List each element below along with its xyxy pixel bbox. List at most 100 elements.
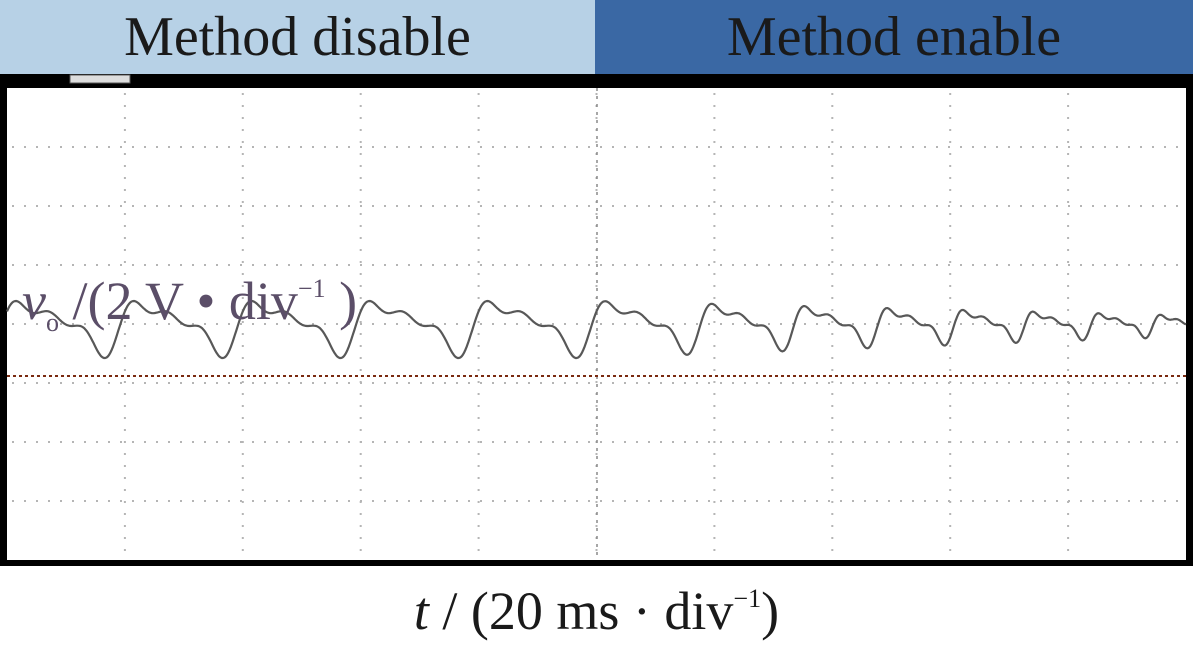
- grid-dot-horizontal: [744, 441, 746, 443]
- grid-dot-vertical: [477, 153, 480, 155]
- grid-dot-horizontal: [528, 264, 530, 266]
- grid-dot-vertical: [831, 105, 834, 107]
- grid-dot-vertical: [595, 381, 598, 383]
- grid-dot-vertical: [241, 429, 244, 431]
- grid-dot-horizontal: [444, 146, 446, 148]
- grid-dot-vertical: [123, 537, 126, 539]
- grid-dot-horizontal: [1104, 500, 1106, 502]
- grid-dot-horizontal: [924, 323, 926, 325]
- grid-dot-horizontal: [1008, 146, 1010, 148]
- grid-dot-horizontal: [792, 382, 794, 384]
- grid-dot-horizontal: [348, 146, 350, 148]
- grid-dot-horizontal: [612, 382, 614, 384]
- grid-dot-horizontal: [972, 441, 974, 443]
- grid-dot-vertical: [241, 513, 244, 515]
- grid-dot-horizontal: [408, 441, 410, 443]
- grid-dot-horizontal: [1056, 382, 1058, 384]
- grid-dot-horizontal: [888, 441, 890, 443]
- grid-dot-horizontal: [564, 441, 566, 443]
- grid-dot-vertical: [477, 453, 480, 455]
- grid-dot-horizontal: [1044, 146, 1046, 148]
- grid-dot-horizontal: [864, 205, 866, 207]
- grid-dot-horizontal: [564, 500, 566, 502]
- grid-dot-vertical: [1067, 309, 1070, 311]
- grid-dot-vertical: [477, 441, 480, 443]
- grid-dot-horizontal: [204, 441, 206, 443]
- grid-dot-horizontal: [240, 500, 242, 502]
- grid-dot-horizontal: [216, 146, 218, 148]
- grid-dot-horizontal: [984, 205, 986, 207]
- grid-dot-horizontal: [192, 264, 194, 266]
- grid-dot-horizontal: [396, 323, 398, 325]
- grid-dot-vertical: [123, 237, 126, 239]
- grid-dot-horizontal: [900, 264, 902, 266]
- grid-dot-vertical: [713, 153, 716, 155]
- grid-dot-vertical: [241, 237, 244, 239]
- grid-dot-horizontal: [888, 500, 890, 502]
- grid-dot-vertical: [713, 345, 716, 347]
- grid-dot-horizontal: [372, 323, 374, 325]
- grid-dot-horizontal: [1080, 500, 1082, 502]
- grid-dot-horizontal: [456, 441, 458, 443]
- grid-dot-vertical: [359, 369, 362, 371]
- grid-dot-vertical: [713, 237, 716, 239]
- grid-dot-horizontal: [192, 500, 194, 502]
- grid-dot-horizontal: [672, 146, 674, 148]
- y-symbol-subscript: o: [45, 308, 59, 337]
- grid-dot-horizontal: [1116, 205, 1118, 207]
- grid-dot-vertical: [241, 189, 244, 191]
- grid-dot-horizontal: [816, 500, 818, 502]
- grid-dot-horizontal: [432, 323, 434, 325]
- grid-dot-vertical: [595, 453, 598, 455]
- grid-dot-horizontal: [972, 264, 974, 266]
- grid-dot-vertical: [477, 417, 480, 419]
- grid-dot-horizontal: [1128, 500, 1130, 502]
- grid-dot-horizontal: [120, 382, 122, 384]
- grid-dot-horizontal: [276, 323, 278, 325]
- grid-dot-horizontal: [1092, 323, 1094, 325]
- grid-dot-horizontal: [264, 500, 266, 502]
- grid-dot-horizontal: [612, 205, 614, 207]
- grid-dot-horizontal: [288, 500, 290, 502]
- grid-dot-horizontal: [828, 500, 830, 502]
- grid-dot-horizontal: [1056, 205, 1058, 207]
- grid-dot-horizontal: [444, 500, 446, 502]
- y-axis-label: vo /(2 V • div−1 ): [22, 270, 357, 338]
- grid-dot-horizontal: [660, 441, 662, 443]
- grid-dot-vertical: [123, 153, 126, 155]
- grid-dot-horizontal: [432, 441, 434, 443]
- grid-dot-horizontal: [612, 264, 614, 266]
- grid-dot-horizontal: [108, 264, 110, 266]
- grid-dot-vertical: [595, 189, 598, 191]
- grid-dot-horizontal: [804, 382, 806, 384]
- grid-dot-horizontal: [324, 323, 326, 325]
- grid-dot-vertical: [831, 345, 834, 347]
- grid-dot-horizontal: [1116, 323, 1118, 325]
- grid-dot-horizontal: [552, 264, 554, 266]
- grid-dot-horizontal: [756, 382, 758, 384]
- grid-dot-horizontal: [168, 205, 170, 207]
- grid-dot-horizontal: [144, 323, 146, 325]
- grid-dot-horizontal: [804, 205, 806, 207]
- grid-dot-horizontal: [552, 205, 554, 207]
- grid-dot-horizontal: [84, 146, 86, 148]
- grid-dot-horizontal: [972, 500, 974, 502]
- grid-dot-vertical: [831, 537, 834, 539]
- grid-dot-horizontal: [648, 382, 650, 384]
- grid-dot-vertical: [359, 393, 362, 395]
- grid-dot-horizontal: [348, 500, 350, 502]
- grid-dot-vertical: [241, 417, 244, 419]
- grid-dot-horizontal: [876, 382, 878, 384]
- grid-dot-vertical: [949, 249, 952, 251]
- grid-dot-horizontal: [528, 382, 530, 384]
- grid-dot-horizontal: [204, 500, 206, 502]
- grid-dot-vertical: [477, 381, 480, 383]
- grid-dot-horizontal: [660, 382, 662, 384]
- grid-dot-horizontal: [600, 146, 602, 148]
- grid-dot-horizontal: [864, 264, 866, 266]
- grid-dot-horizontal: [1164, 323, 1166, 325]
- grid-dot-horizontal: [960, 323, 962, 325]
- grid-dot-horizontal: [1044, 382, 1046, 384]
- grid-dot-horizontal: [132, 441, 134, 443]
- grid-dot-horizontal: [120, 205, 122, 207]
